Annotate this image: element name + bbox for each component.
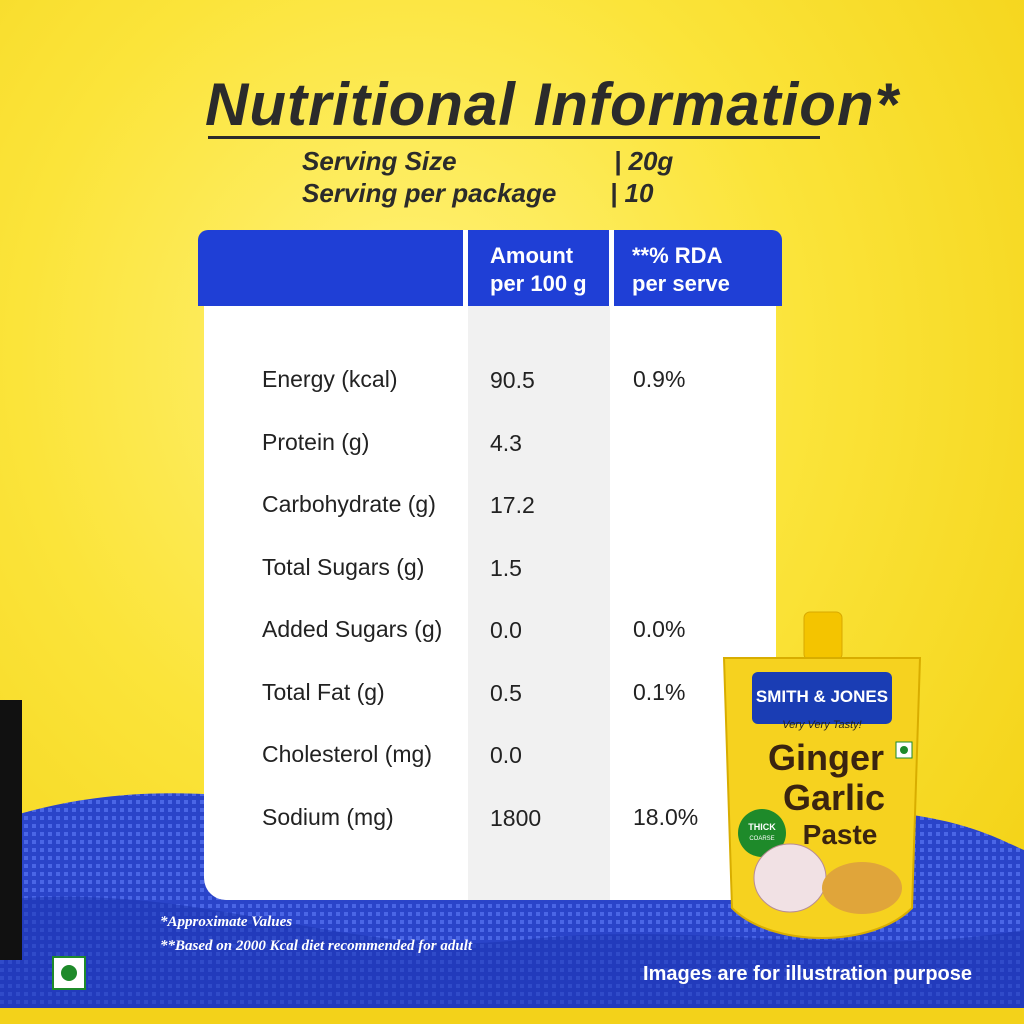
nutrient-name: Added Sugars (g) [262, 616, 443, 642]
title: Nutritional Information* [205, 71, 899, 138]
product-name: Paste [803, 819, 878, 850]
nutrient-name: Energy (kcal) [262, 366, 398, 392]
column-header: Amount per 100 g [490, 243, 587, 296]
nutrient-name: Sodium (mg) [262, 803, 394, 830]
amount-value: 0.0 [490, 742, 522, 768]
nutrient-name: Total Fat (g) [262, 678, 385, 705]
tagline: Very Very Tasty! [782, 719, 861, 731]
amount-value: 90.5 [490, 367, 535, 393]
amount-value: 4.3 [490, 429, 522, 456]
footnote: *Approximate Values [160, 914, 293, 930]
product-pouch: SMITH & JONES Very Very Tasty! Ginger Ga… [722, 611, 922, 939]
nutrient-name: Cholesterol (mg) [262, 741, 432, 767]
title-rule [208, 136, 820, 139]
serving-size-label: Serving Size [302, 146, 457, 176]
column-header: **% RDA per serve [632, 243, 730, 296]
rda-value: 0.0% [633, 616, 686, 642]
brand: SMITH & JONES [756, 687, 888, 706]
servings-label: Serving per package [302, 178, 557, 208]
header-separator [609, 230, 614, 306]
rda-value: 0.1% [633, 678, 686, 705]
product-name: Ginger [768, 737, 884, 778]
disclaimer: Images are for illustration purpose [643, 963, 972, 985]
nutrient-name: Total Sugars (g) [262, 553, 425, 580]
badge: COARSE [749, 836, 774, 842]
amount-value: 0.0 [490, 617, 522, 643]
amount-column [468, 306, 610, 900]
rda-value: 0.9% [633, 366, 686, 392]
servings-value: | 10 [610, 178, 654, 208]
nutrient-name: Protein (g) [262, 428, 370, 455]
serving-size-value: | 20g [614, 146, 674, 176]
nutrient-name: Carbohydrate (g) [262, 491, 436, 517]
amount-value: 0.5 [490, 679, 522, 706]
header-separator [463, 230, 468, 306]
veg-mark [52, 956, 86, 990]
nutrition-table: Amount per 100 g **% RDA per serve Energ… [198, 230, 782, 902]
product-name: Garlic [783, 777, 885, 818]
badge: THICK [748, 822, 776, 832]
amount-value: 17.2 [490, 492, 535, 518]
table-header [198, 230, 782, 306]
rda-value: 18.0% [633, 803, 699, 830]
footnote: **Based on 2000 Kcal diet recommended fo… [160, 938, 473, 954]
amount-value: 1800 [490, 804, 542, 831]
amount-value: 1.5 [490, 554, 522, 581]
